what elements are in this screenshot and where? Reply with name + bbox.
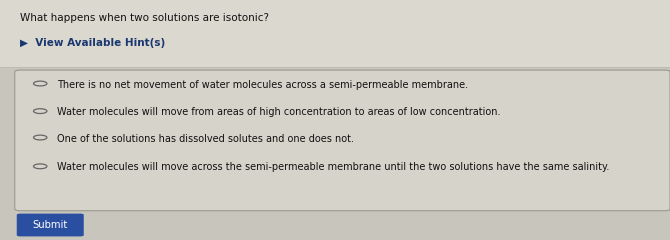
Text: One of the solutions has dissolved solutes and one does not.: One of the solutions has dissolved solut… [57, 134, 354, 144]
Text: What happens when two solutions are isotonic?: What happens when two solutions are isot… [20, 13, 269, 23]
FancyBboxPatch shape [0, 0, 670, 60]
Text: Submit: Submit [33, 220, 68, 230]
Text: ▶  View Available Hint(s): ▶ View Available Hint(s) [20, 38, 165, 48]
Text: There is no net movement of water molecules across a semi-permeable membrane.: There is no net movement of water molecu… [57, 80, 468, 90]
Text: Water molecules will move across the semi-permeable membrane until the two solut: Water molecules will move across the sem… [57, 162, 609, 173]
FancyBboxPatch shape [17, 214, 84, 236]
Text: Water molecules will move from areas of high concentration to areas of low conce: Water molecules will move from areas of … [57, 107, 500, 117]
FancyBboxPatch shape [0, 0, 670, 67]
FancyBboxPatch shape [15, 70, 670, 211]
